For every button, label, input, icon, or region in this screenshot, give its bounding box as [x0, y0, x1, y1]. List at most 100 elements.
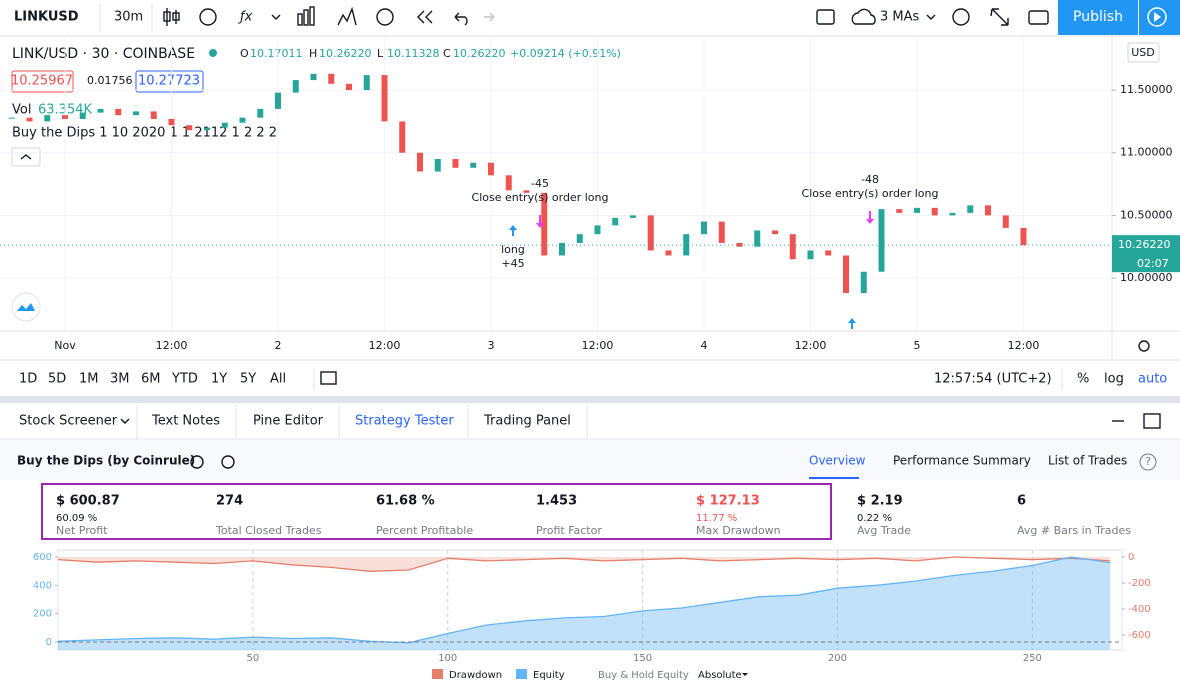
date-range-icon[interactable]: [320, 371, 337, 385]
range-button[interactable]: 1D: [19, 372, 37, 387]
help-icon[interactable]: ?: [1145, 455, 1151, 468]
annotation: long: [501, 243, 525, 256]
range-button[interactable]: 5Y: [240, 372, 256, 387]
logo[interactable]: [11, 292, 41, 322]
bid-box[interactable]: [11, 70, 74, 93]
x-tick-label: 2: [275, 339, 282, 352]
ohlc-value: 10.17011: [250, 47, 303, 60]
publish-label[interactable]: Publish: [1073, 9, 1123, 25]
legend-label[interactable]: Buy & Hold Equity: [598, 670, 689, 681]
panel-tab[interactable]: Trading Panel: [483, 414, 571, 429]
view-tab[interactable]: List of Trades: [1048, 454, 1127, 468]
fullscreen-icon[interactable]: [816, 9, 835, 25]
last-price-tag: [1112, 235, 1180, 273]
y-tick-label: 400: [33, 580, 52, 591]
play-icon: [1154, 12, 1161, 22]
replay-icon[interactable]: [337, 6, 357, 26]
exit-arrow: [866, 211, 874, 224]
candle: [257, 108, 264, 118]
candle: [594, 225, 601, 235]
candle: [221, 122, 228, 128]
legend-label[interactable]: Drawdown: [449, 670, 502, 681]
candle: [647, 215, 654, 251]
compare-icon[interactable]: [199, 8, 217, 26]
range-button[interactable]: 3M: [110, 372, 130, 387]
snapshot-icon[interactable]: [1028, 10, 1049, 25]
maximize-icon[interactable]: [1143, 413, 1161, 429]
candle: [292, 80, 299, 93]
candle: [328, 73, 335, 84]
clock: 12:57:54 (UTC+2): [934, 372, 1052, 387]
candle: [150, 111, 157, 119]
dropdown-icon[interactable]: [271, 14, 281, 20]
view-tab[interactable]: Overview: [809, 454, 866, 468]
range-button[interactable]: 1M: [79, 372, 99, 387]
range-button[interactable]: 6M: [141, 372, 161, 387]
y2-tick-label: -600: [1128, 630, 1151, 641]
collapse-button[interactable]: [11, 147, 41, 167]
auto-toggle[interactable]: auto: [1138, 372, 1167, 387]
metric-value: $ 600.87: [56, 494, 120, 509]
dropdown-icon[interactable]: [742, 673, 748, 676]
last-price: 10.26220: [1118, 238, 1171, 251]
range-button[interactable]: 5D: [48, 372, 66, 387]
candle: [576, 234, 583, 243]
dropdown-icon[interactable]: [926, 14, 936, 20]
candle: [470, 162, 477, 168]
interval[interactable]: 30m: [114, 10, 143, 25]
redo-icon[interactable]: [484, 12, 495, 22]
annotation: Close entry(s) order long: [472, 191, 609, 204]
candle: [434, 159, 441, 172]
candle: [186, 125, 193, 131]
undo-icon[interactable]: [454, 12, 468, 26]
ohlc-change: +0.09214 (+0.91%): [510, 47, 621, 60]
candle: [914, 207, 920, 213]
expand-icon[interactable]: [990, 8, 1009, 26]
alert-icon[interactable]: [376, 8, 394, 26]
legend-label[interactable]: Equity: [533, 670, 565, 681]
currency-badge[interactable]: [1127, 42, 1160, 63]
metric-sub: 0.22 %: [857, 513, 892, 524]
ohlc-value: 10.26220: [453, 47, 506, 60]
settings-icon[interactable]: [952, 8, 970, 26]
splitter[interactable]: [0, 396, 1180, 403]
metric-value: $ 127.13: [696, 494, 760, 509]
ask-box[interactable]: [135, 70, 204, 93]
entry-arrow: [848, 318, 856, 329]
layout-name[interactable]: 3 MAs: [880, 10, 920, 25]
chart-type-icon[interactable]: [163, 8, 180, 26]
source-icon[interactable]: [221, 455, 235, 469]
panel-tab[interactable]: Pine Editor: [253, 414, 324, 429]
x-tick-label: 150: [633, 653, 652, 664]
help-icon[interactable]: [1139, 453, 1157, 471]
settings-icon[interactable]: [1138, 340, 1150, 352]
log-toggle[interactable]: log: [1104, 372, 1124, 387]
range-button[interactable]: YTD: [171, 372, 198, 387]
candle: [310, 73, 317, 81]
publish-button[interactable]: [1058, 0, 1138, 35]
range-button[interactable]: 1Y: [211, 372, 227, 387]
panel-tab[interactable]: Text Notes: [151, 414, 220, 429]
cloud-icon[interactable]: [851, 8, 876, 25]
symbol[interactable]: LINKUSD: [14, 10, 79, 25]
panel-tab[interactable]: Strategy Tester: [355, 414, 454, 429]
ask: 10.27723: [138, 74, 200, 89]
settings-icon[interactable]: [190, 455, 204, 469]
series-line: [57, 556, 1111, 644]
candle: [612, 217, 619, 226]
y-tick-label: 11.00000: [1120, 146, 1173, 159]
templates-icon[interactable]: [297, 6, 315, 26]
range-button[interactable]: All: [270, 372, 286, 387]
view-tab[interactable]: Performance Summary: [893, 454, 1031, 468]
collapse-icon: [20, 154, 32, 160]
rewind-icon[interactable]: [417, 10, 433, 24]
series-area: [58, 557, 1111, 572]
series-line: [57, 556, 1111, 572]
panel-tab[interactable]: Stock Screener: [19, 414, 118, 429]
indicators-icon[interactable]: ƒx: [237, 10, 253, 25]
legend-label[interactable]: Absolute: [698, 670, 742, 681]
candle: [896, 209, 903, 213]
dropdown-icon[interactable]: [120, 418, 130, 424]
percent-toggle[interactable]: %: [1077, 372, 1089, 387]
